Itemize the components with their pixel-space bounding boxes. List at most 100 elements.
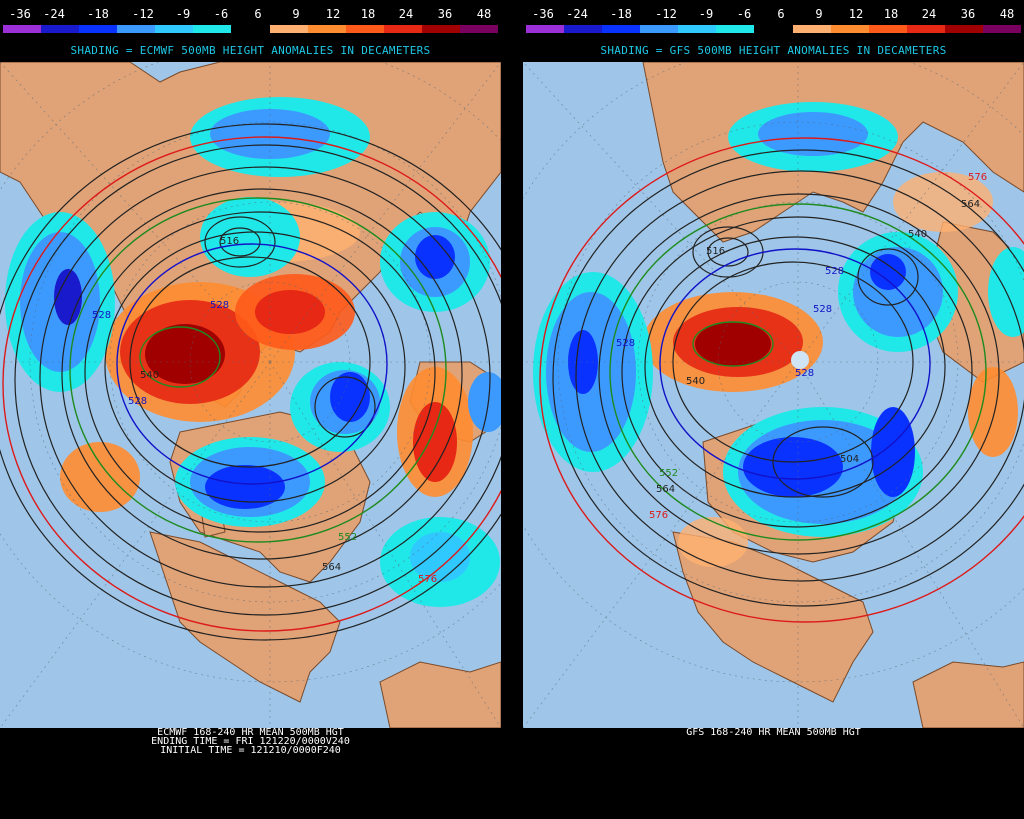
scale-swatch [383,25,422,33]
scale-swatch [754,25,793,33]
pole-marker [791,351,809,369]
contour-label: 540 [140,370,159,381]
scale-label: 48 [476,7,492,21]
contour-label: 552 [338,532,357,543]
scale-swatch [155,25,194,33]
scale-label: 36 [437,7,453,21]
contour-label: 564 [961,199,980,210]
scale-swatch [906,25,945,33]
scale-label: 9 [292,7,300,21]
scale-swatch [459,25,499,33]
latlon-grid [523,62,1024,728]
scale-label: 9 [815,7,823,21]
contour-label: 576 [418,574,437,585]
scale-label: -9 [698,7,714,21]
contour-label: 504 [840,454,859,465]
scale-swatch [79,25,118,33]
contour-label: 528 [813,304,832,315]
negative-anomalies [533,102,1024,537]
right-footer: GFS 168-240 HR MEAN 500MB HGT [523,728,1024,819]
scale-label: -6 [213,7,229,21]
gfs-panel: -36 -24 -18 -12 -9 -6 6 9 12 18 24 36 48 SHADING = G… [523,0,1024,819]
color-scale-bar [526,25,1022,33]
scale-label: 24 [921,7,937,21]
scale-label: -18 [610,7,632,21]
contour-label: 528 [616,338,635,349]
scale-label: -18 [87,7,109,21]
contour-label: 540 [908,229,927,240]
highlight-contours [2,136,501,632]
footer-line: ENDING TIME = FRI 121220/0000V240 [151,736,350,747]
scale-label: 24 [398,7,414,21]
panel-divider [501,0,523,819]
scale-label: 18 [883,7,899,21]
scale-label: -12 [132,7,154,21]
scale-label: -24 [566,7,588,21]
contour-labels: 516 528 528 528 540 552 564 576 [92,236,437,585]
scale-swatch [269,25,308,33]
scale-label: 6 [254,7,262,21]
contour-label: 564 [322,562,341,573]
map-svg: 576 564 540 516 528 528 528 528 540 552 564 576 504 [523,62,1024,728]
scale-swatch [117,25,156,33]
scale-swatch [792,25,831,33]
height-contours [0,123,501,641]
color-scale-labels: -36 -24 -18 -12 -9 -6 6 9 12 18 24 36 48 [0,7,501,21]
scale-swatch [526,25,565,33]
scale-swatch [345,25,384,33]
ecmwf-panel: -36 -24 -18 -12 -9 -6 6 9 12 18 24 36 48 SHADING = E… [0,0,501,819]
contour-label: 540 [686,376,705,387]
scale-label: 6 [777,7,785,21]
footer-line: ECMWF 168-240 HR MEAN 500MB HGT [157,727,344,738]
scale-swatch [716,25,755,33]
scale-swatch [944,25,983,33]
scale-swatch [421,25,460,33]
height-contours [552,149,1024,607]
contour-label: 516 [706,246,725,257]
scale-label: 36 [960,7,976,21]
scale-label: 18 [360,7,376,21]
positive-anomalies [60,202,473,512]
scale-label: -6 [736,7,752,21]
highlight-contours [539,137,1024,623]
scale-label: -9 [175,7,191,21]
scale-label: 48 [999,7,1015,21]
contour-label: 528 [210,300,229,311]
scale-swatch [193,25,232,33]
scale-swatch [3,25,42,33]
shading-title: SHADING = GFS 500MB HEIGHT ANOMALIES IN … [600,44,947,57]
scale-label: 12 [325,7,341,21]
contour-label: 528 [92,310,111,321]
contour-label: 528 [825,266,844,277]
color-scale-bar [3,25,499,33]
scale-label: -12 [655,7,677,21]
shading-title: SHADING = ECMWF 500MB HEIGHT ANOMALIES I… [70,44,431,57]
gfs-anomaly-map: 576 564 540 516 528 528 528 528 540 552 564 576 504 [523,62,1024,728]
contour-label: 528 [795,368,814,379]
footer-line: INITIAL TIME = 121210/0000F240 [160,745,341,756]
ecmwf-anomaly-map: 516 528 528 528 540 552 564 576 [0,62,501,728]
scale-swatch [231,25,270,33]
contour-label: 552 [659,468,678,479]
scale-swatch [830,25,869,33]
scale-label: -36 [9,7,31,21]
scale-swatch [868,25,907,33]
contour-labels: 576 564 540 516 528 528 528 528 540 552 564 576 504 [616,172,987,521]
map-svg: 516 528 528 528 540 552 564 576 [0,62,501,728]
contour-label: 564 [656,484,675,495]
contour-label: 528 [128,396,147,407]
scale-swatch [602,25,641,33]
scale-swatch [678,25,717,33]
scale-swatch [307,25,346,33]
scale-label: 12 [848,7,864,21]
left-footer: ECMWF 168-240 HR MEAN 500MB HGT ENDING T… [0,728,501,819]
scale-label: -36 [532,7,554,21]
color-scale-labels: -36 -24 -18 -12 -9 -6 6 9 12 18 24 36 48 [523,7,1024,21]
scale-swatch [564,25,603,33]
contour-label: 516 [220,236,239,247]
contour-label: 576 [968,172,987,183]
contour-label: 576 [649,510,668,521]
scale-swatch [982,25,1022,33]
latlon-grid [0,62,501,728]
positive-anomalies [643,172,1018,567]
